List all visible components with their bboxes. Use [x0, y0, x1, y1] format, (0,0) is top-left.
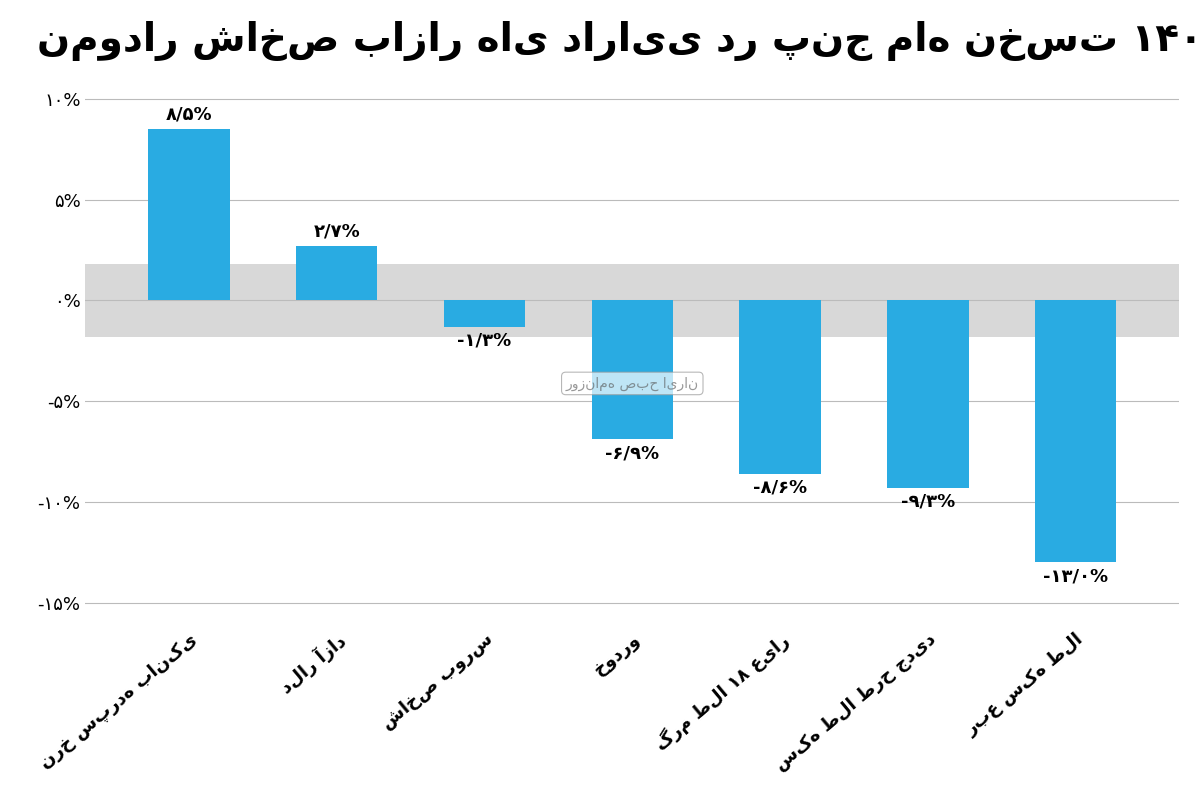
- Title: نمودار شاخص بازار های دارایی در پنج ماه نخست ۱۴۰۲: نمودار شاخص بازار های دارایی در پنج ماه …: [37, 21, 1200, 60]
- Text: -۹/۳%: -۹/۳%: [901, 493, 955, 511]
- Bar: [149, 129, 229, 300]
- Bar: [739, 300, 821, 474]
- Bar: [592, 300, 673, 439]
- Text: روزنامه صبح ایران: روزنامه صبح ایران: [565, 377, 698, 391]
- Text: ۸/۵%: ۸/۵%: [166, 106, 212, 124]
- Bar: [887, 300, 968, 488]
- Text: -۱۳/۰%: -۱۳/۰%: [1043, 568, 1109, 586]
- Bar: [1036, 300, 1116, 563]
- Bar: [296, 246, 377, 300]
- Bar: [85, 264, 1180, 337]
- Text: -۱/۳%: -۱/۳%: [457, 332, 511, 349]
- Text: -۸/۶%: -۸/۶%: [754, 478, 808, 497]
- Text: -۶/۹%: -۶/۹%: [605, 444, 659, 462]
- Bar: [444, 300, 526, 326]
- Text: ۲/۷%: ۲/۷%: [313, 223, 360, 241]
